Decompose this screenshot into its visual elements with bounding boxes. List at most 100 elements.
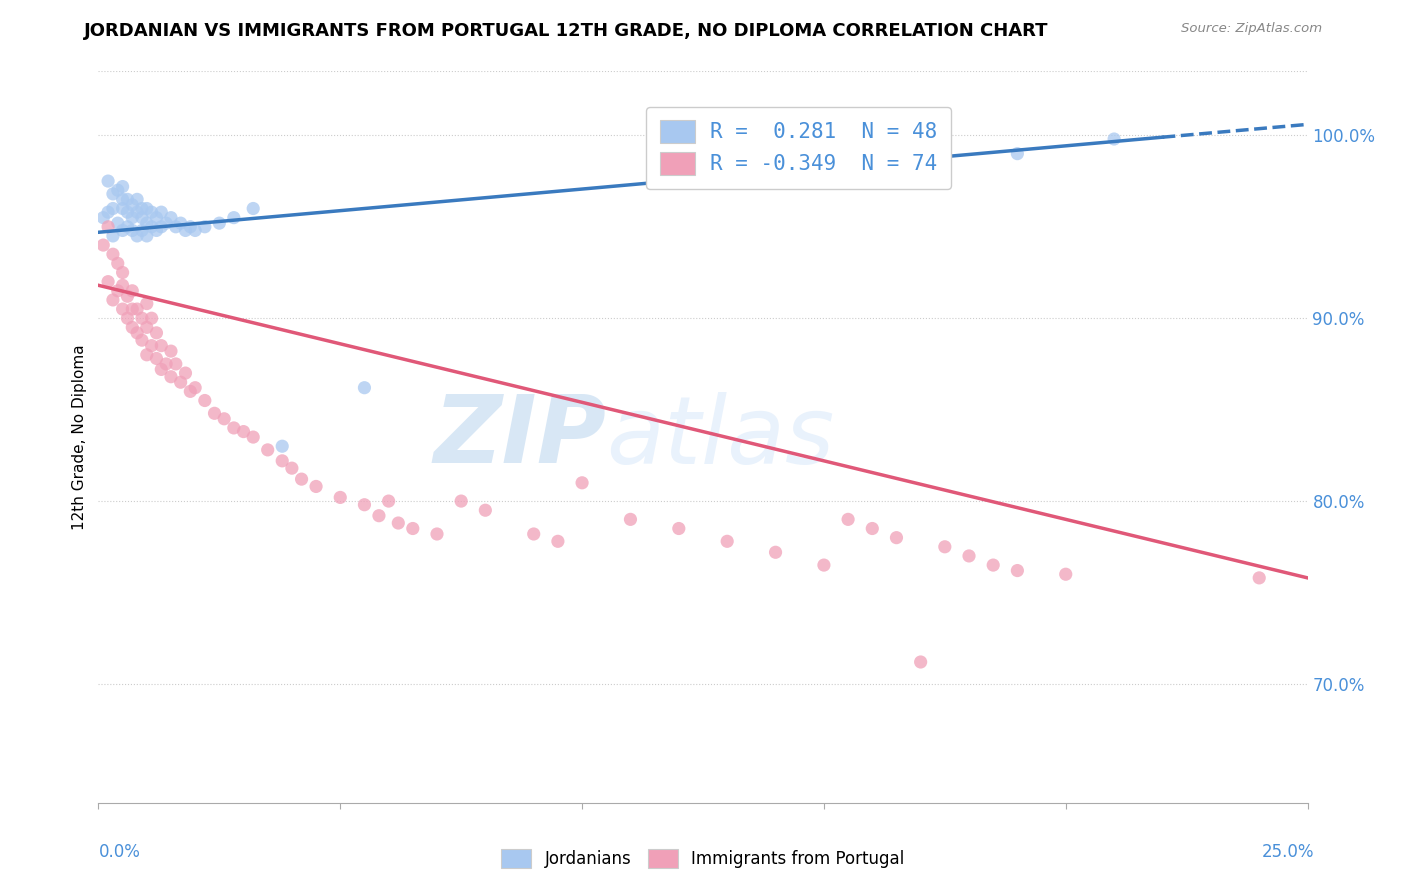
Point (160, 211, 183, 225)
Point (91, 211, 114, 225)
Point (150, 205, 173, 219)
Point (135, 320, 157, 334)
Point (131, 333, 153, 347)
Point (97, 174, 120, 188)
Point (117, 205, 139, 219)
Point (111, 223, 134, 237)
Point (121, 320, 143, 334)
Point (155, 216, 177, 230)
Point (208, 216, 231, 230)
Point (127, 326, 149, 340)
Point (886, 531, 908, 545)
Text: ZIP: ZIP (433, 391, 606, 483)
Point (97, 275, 120, 289)
Point (111, 301, 134, 317)
Point (145, 211, 167, 225)
Point (141, 205, 163, 219)
Point (668, 521, 690, 535)
Point (222, 211, 245, 225)
Point (547, 534, 569, 549)
Point (194, 393, 217, 408)
Point (131, 202, 153, 216)
Point (150, 219, 173, 234)
Point (981, 558, 1004, 573)
Point (155, 357, 177, 371)
Point (765, 545, 787, 559)
Point (174, 366, 197, 380)
Point (934, 540, 956, 554)
Point (141, 338, 163, 352)
Y-axis label: 12th Grade, No Diploma: 12th Grade, No Diploma (72, 344, 87, 530)
Point (1249, 571, 1271, 585)
Point (232, 425, 254, 439)
Point (97, 205, 120, 219)
Point (145, 223, 167, 237)
Point (97, 219, 120, 234)
Point (256, 442, 278, 457)
Point (121, 284, 143, 298)
Point (150, 338, 173, 352)
Point (957, 549, 980, 563)
Point (121, 198, 143, 212)
Point (117, 192, 139, 206)
Point (242, 430, 264, 444)
Point (179, 384, 201, 399)
Point (160, 369, 183, 384)
Point (101, 186, 124, 201)
Text: Source: ZipAtlas.com: Source: ZipAtlas.com (1181, 22, 1322, 36)
Point (184, 381, 207, 395)
Text: atlas: atlas (606, 392, 835, 483)
Point (107, 216, 129, 230)
Point (290, 472, 312, 486)
Point (1102, 132, 1125, 146)
Point (184, 223, 207, 237)
Point (127, 192, 149, 206)
Point (101, 202, 124, 216)
Point (619, 512, 641, 526)
Text: 0.0%: 0.0% (98, 843, 141, 861)
Point (131, 311, 153, 326)
Point (571, 475, 593, 490)
Point (117, 311, 139, 326)
Point (150, 362, 173, 376)
Point (145, 326, 167, 340)
Point (194, 219, 217, 234)
Point (111, 192, 134, 206)
Point (165, 357, 187, 371)
Point (160, 344, 183, 359)
Text: 25.0%: 25.0% (1263, 843, 1315, 861)
Point (101, 293, 124, 307)
Point (135, 216, 157, 230)
Point (131, 211, 153, 225)
Point (174, 223, 197, 237)
Point (169, 216, 191, 230)
Point (169, 375, 191, 389)
Legend: Jordanians, Immigrants from Portugal: Jordanians, Immigrants from Portugal (495, 842, 911, 875)
Point (121, 211, 143, 225)
Point (860, 521, 883, 535)
Point (135, 228, 157, 243)
Point (305, 479, 328, 493)
Point (127, 301, 149, 317)
Point (111, 278, 134, 293)
Point (450, 494, 472, 508)
Point (179, 219, 201, 234)
Point (474, 503, 496, 517)
Point (716, 534, 738, 549)
Point (204, 406, 226, 420)
Point (910, 655, 932, 669)
Point (111, 179, 134, 194)
Point (329, 491, 352, 505)
Point (111, 265, 134, 279)
Point (141, 219, 163, 234)
Point (242, 202, 264, 216)
Point (131, 223, 153, 237)
Point (368, 508, 391, 523)
Point (127, 228, 149, 243)
Point (353, 381, 375, 395)
Point (111, 202, 134, 216)
Point (107, 256, 129, 270)
Point (121, 301, 143, 317)
Point (107, 284, 129, 298)
Point (353, 498, 375, 512)
